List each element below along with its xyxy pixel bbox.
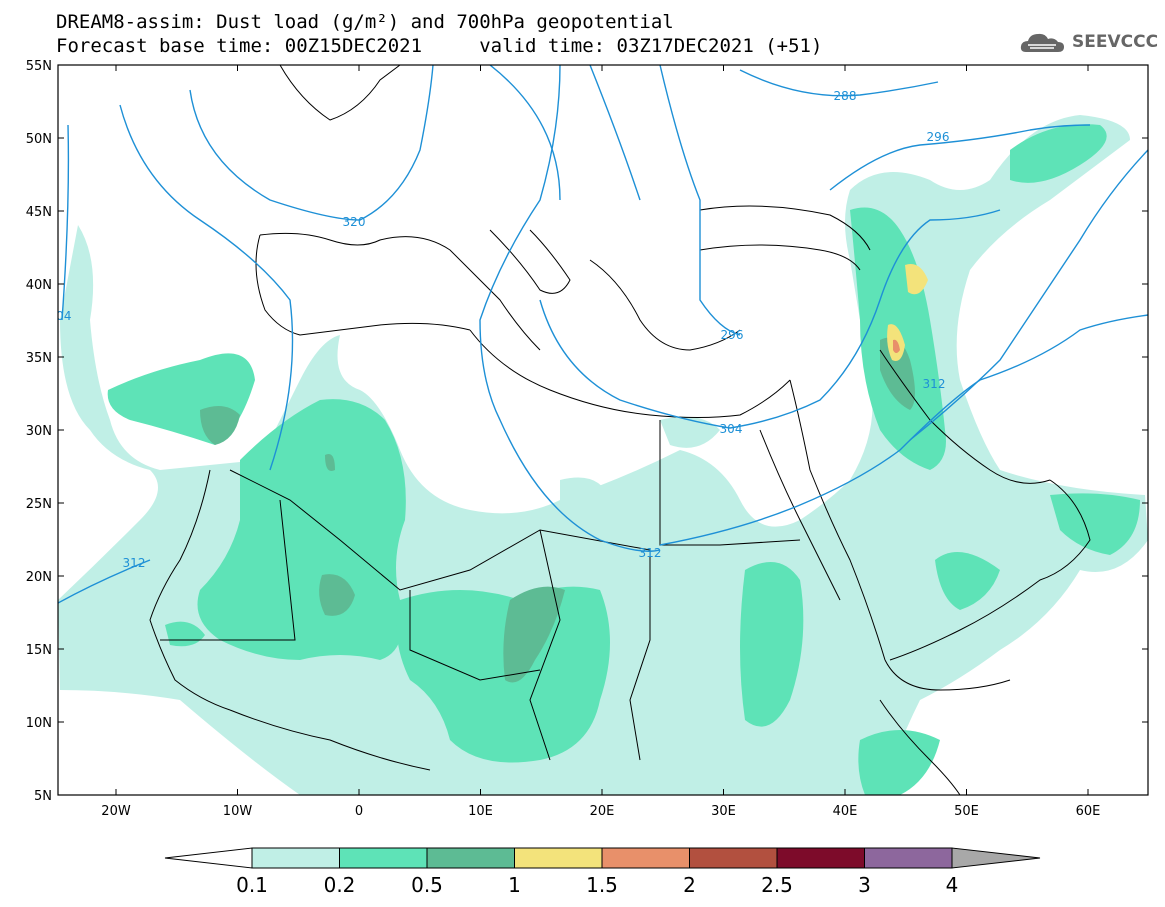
colorbar-label: 0.1 (236, 873, 268, 897)
contour-label: 312 (923, 377, 946, 391)
dust-level-2-area (107, 124, 1140, 795)
colorbar-segment (689, 847, 778, 869)
colorbar-segment (864, 847, 953, 869)
lat-tick-label: 15N (26, 643, 52, 658)
lat-tick-label: 5N (34, 789, 52, 804)
colorbar-segment (426, 847, 515, 869)
contour-label: 320 (343, 215, 366, 229)
lat-tick-label: 50N (26, 132, 52, 147)
contour-label: 312 (639, 546, 662, 560)
contour-label: 296 (721, 328, 744, 342)
contour-label: 312 (123, 556, 146, 570)
lat-tick-label: 45N (26, 205, 52, 220)
lat-tick-label: 35N (26, 351, 52, 366)
colorbar-label: 1 (508, 873, 521, 897)
lon-tick-label: 50E (954, 804, 979, 819)
dust-level-3-area (200, 337, 915, 683)
contour-labels: 288 296 296 304 304 312 312 312 320 (49, 89, 950, 570)
seevccc-logo: SEEVCCC (1018, 28, 1158, 58)
dust-level-1-area (58, 115, 1148, 795)
contour-label: 304 (720, 422, 743, 436)
lat-tick-label: 10N (26, 716, 52, 731)
lon-tick-label: 20W (101, 804, 131, 819)
contour-label: 296 (927, 130, 950, 144)
lat-tick-label: 30N (26, 424, 52, 439)
lat-tick-label: 25N (26, 497, 52, 512)
logo-text: SEEVCCC (1072, 32, 1159, 52)
colorbar-segment (339, 847, 428, 869)
latitude-axis: 55N 50N 45N 40N 35N 30N 25N 20N 15N 10N 5N (26, 59, 1148, 804)
lat-tick-label: 40N (26, 278, 52, 293)
geopotential-contours (58, 65, 1148, 604)
contour-label: 304 (49, 309, 72, 323)
lat-tick-label: 20N (26, 570, 52, 585)
colorbar-label: 0.2 (324, 873, 356, 897)
lat-tick-label: 55N (26, 59, 52, 74)
lon-tick-label: 20E (590, 804, 615, 819)
colorbar: 0.1 0.2 0.5 1 1.5 2 2.5 3 4 (164, 847, 1041, 897)
colorbar-segment (601, 847, 690, 869)
colorbar-label: 4 (946, 873, 959, 897)
dust-level-5-area (893, 339, 900, 353)
coastlines (149, 65, 1091, 795)
colorbar-label: 1.5 (586, 873, 618, 897)
colorbar-label: 3 (858, 873, 871, 897)
colorbar-segment (514, 847, 603, 869)
cloud-icon (1020, 33, 1064, 52)
lon-tick-label: 60E (1076, 804, 1101, 819)
colorbar-label: 2 (683, 873, 696, 897)
lon-tick-label: 30E (711, 804, 736, 819)
map-title-line2: Forecast base time: 00Z15DEC2021 valid t… (56, 35, 823, 57)
lon-tick-label: 10W (223, 804, 253, 819)
lon-tick-label: 0 (355, 804, 363, 819)
colorbar-segment (776, 847, 865, 869)
contour-label: 288 (834, 89, 857, 103)
lon-tick-label: 40E (833, 804, 858, 819)
colorbar-label: 2.5 (761, 873, 793, 897)
colorbar-label: 0.5 (411, 873, 443, 897)
colorbar-segment (251, 847, 340, 869)
colorbar-arrow-high (951, 847, 1041, 869)
colorbar-arrow-low (164, 847, 253, 869)
map-title-line1: DREAM8-assim: Dust load (g/m²) and 700hP… (56, 11, 674, 33)
lon-tick-label: 10E (468, 804, 493, 819)
longitude-axis: 20W 10W 0 10E 20E 30E 40E 50E 60E (101, 65, 1100, 819)
